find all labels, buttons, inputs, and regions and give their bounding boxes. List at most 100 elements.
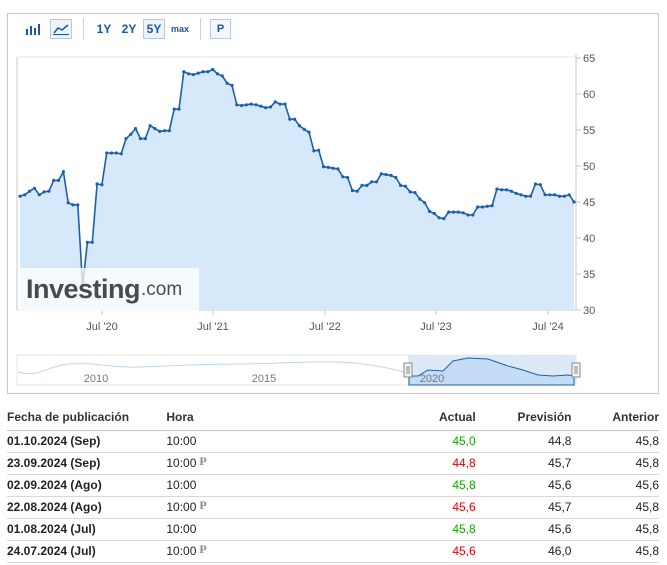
data-point[interactable] — [524, 194, 528, 198]
header-previous[interactable]: Anterior — [571, 410, 659, 431]
data-point[interactable] — [447, 210, 451, 214]
data-point[interactable] — [326, 165, 330, 169]
data-point[interactable] — [553, 193, 557, 197]
range-5y-button[interactable]: 5Y — [143, 19, 165, 39]
data-point[interactable] — [394, 175, 398, 180]
data-point[interactable] — [442, 217, 446, 221]
preliminary-toggle-button[interactable]: P — [210, 19, 231, 39]
data-point[interactable] — [114, 151, 118, 155]
data-point[interactable] — [519, 193, 523, 197]
data-point[interactable] — [90, 240, 94, 244]
data-point[interactable] — [105, 151, 109, 155]
data-point[interactable] — [268, 105, 273, 109]
data-point[interactable] — [143, 137, 147, 141]
data-point[interactable] — [158, 129, 162, 133]
data-point[interactable] — [211, 67, 215, 72]
data-point[interactable] — [230, 83, 234, 87]
area-chart[interactable]: 30 35 40 45 50 55 60 65 Jul '20 Jul '21 Jul '22 Ju… — [8, 14, 660, 395]
data-point[interactable] — [42, 190, 46, 194]
data-point[interactable] — [466, 213, 470, 217]
range-max-button[interactable]: max — [170, 24, 189, 34]
data-point[interactable] — [365, 183, 369, 187]
area-chart-icon[interactable] — [50, 19, 72, 39]
data-point[interactable] — [100, 183, 104, 187]
data-point[interactable] — [437, 216, 441, 220]
data-point[interactable] — [56, 178, 61, 182]
data-point[interactable] — [408, 190, 412, 194]
data-point[interactable] — [567, 193, 571, 197]
data-point[interactable] — [273, 100, 277, 104]
data-point[interactable] — [509, 189, 513, 193]
data-point[interactable] — [341, 175, 345, 179]
data-point[interactable] — [297, 124, 301, 128]
data-point[interactable] — [461, 211, 465, 215]
data-point[interactable] — [254, 103, 258, 107]
data-point[interactable] — [302, 127, 306, 131]
data-point[interactable] — [557, 194, 562, 198]
data-point[interactable] — [71, 203, 75, 207]
data-point[interactable] — [423, 201, 427, 205]
data-point[interactable] — [95, 182, 99, 186]
data-point[interactable] — [119, 152, 123, 156]
data-point[interactable] — [148, 124, 152, 128]
range-2y-button[interactable]: 2Y — [121, 22, 137, 36]
data-point[interactable] — [403, 184, 407, 188]
data-point[interactable] — [47, 189, 51, 193]
data-point[interactable] — [288, 117, 292, 121]
data-point[interactable] — [225, 81, 229, 85]
data-point[interactable] — [109, 151, 114, 155]
data-point[interactable] — [167, 129, 171, 133]
range-1y-button[interactable]: 1Y — [96, 22, 112, 36]
data-point[interactable] — [355, 189, 359, 193]
data-point[interactable] — [32, 186, 37, 190]
data-point[interactable] — [514, 191, 518, 195]
data-point[interactable] — [240, 103, 244, 108]
data-point[interactable] — [476, 205, 480, 209]
data-point[interactable] — [85, 240, 89, 244]
data-point[interactable] — [427, 209, 432, 213]
data-point[interactable] — [182, 70, 186, 74]
header-date[interactable]: Fecha de publicación — [7, 410, 167, 431]
data-point[interactable] — [138, 137, 142, 141]
bar-chart-icon[interactable] — [22, 19, 44, 39]
data-point[interactable] — [187, 72, 191, 76]
data-point[interactable] — [562, 194, 567, 198]
data-point[interactable] — [206, 70, 210, 74]
data-point[interactable] — [452, 210, 456, 214]
data-point[interactable] — [196, 71, 200, 75]
data-point[interactable] — [432, 211, 436, 216]
data-point[interactable] — [505, 188, 509, 192]
data-point[interactable] — [134, 127, 138, 131]
data-point[interactable] — [52, 178, 56, 182]
data-point[interactable] — [485, 204, 489, 208]
data-point[interactable] — [129, 132, 133, 136]
data-point[interactable] — [529, 194, 533, 198]
data-point[interactable] — [235, 103, 239, 107]
data-point[interactable] — [471, 213, 475, 217]
data-point[interactable] — [278, 102, 282, 106]
data-point[interactable] — [244, 103, 248, 107]
navigator-right-handle[interactable] — [571, 362, 581, 378]
data-point[interactable] — [162, 129, 167, 133]
data-point[interactable] — [220, 74, 224, 78]
data-point[interactable] — [346, 175, 350, 180]
data-point[interactable] — [283, 102, 287, 106]
data-point[interactable] — [384, 173, 388, 177]
data-point[interactable] — [418, 197, 422, 201]
data-point[interactable] — [307, 130, 311, 134]
data-point[interactable] — [153, 127, 157, 131]
header-forecast[interactable]: Previsión — [475, 410, 572, 431]
data-point[interactable] — [350, 188, 354, 193]
data-point[interactable] — [389, 173, 393, 177]
data-point[interactable] — [399, 183, 403, 187]
data-point[interactable] — [495, 187, 499, 191]
data-point[interactable] — [413, 191, 417, 195]
data-point[interactable] — [293, 117, 297, 121]
data-point[interactable] — [572, 200, 576, 204]
data-point[interactable] — [548, 193, 552, 197]
data-point[interactable] — [312, 149, 316, 153]
data-point[interactable] — [28, 189, 32, 193]
data-point[interactable] — [490, 204, 494, 208]
data-point[interactable] — [249, 102, 253, 106]
data-point[interactable] — [264, 106, 268, 110]
